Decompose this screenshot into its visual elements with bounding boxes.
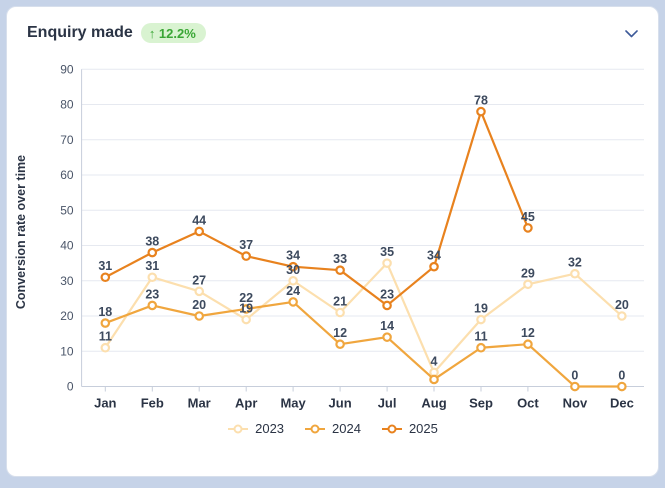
svg-text:30: 30 xyxy=(286,263,300,277)
svg-text:18: 18 xyxy=(98,305,112,319)
svg-text:11: 11 xyxy=(99,330,112,344)
svg-text:60: 60 xyxy=(60,168,74,182)
svg-text:Jan: Jan xyxy=(94,396,116,411)
svg-text:Oct: Oct xyxy=(517,396,539,411)
svg-text:21: 21 xyxy=(333,295,347,309)
svg-text:12: 12 xyxy=(521,326,535,340)
svg-text:20: 20 xyxy=(192,298,206,312)
svg-text:35: 35 xyxy=(380,245,394,259)
svg-text:4: 4 xyxy=(431,354,438,368)
svg-text:Sep: Sep xyxy=(469,396,493,411)
svg-text:30: 30 xyxy=(60,274,74,288)
svg-text:27: 27 xyxy=(192,273,206,287)
svg-text:Jul: Jul xyxy=(378,396,397,411)
svg-text:20: 20 xyxy=(615,298,629,312)
svg-text:Mar: Mar xyxy=(188,396,211,411)
svg-text:Jun: Jun xyxy=(329,396,352,411)
svg-text:78: 78 xyxy=(474,94,488,108)
svg-text:Nov: Nov xyxy=(563,396,588,411)
svg-text:37: 37 xyxy=(239,238,253,252)
svg-text:40: 40 xyxy=(60,239,74,253)
svg-text:70: 70 xyxy=(60,133,74,147)
svg-text:23: 23 xyxy=(380,287,394,301)
svg-text:Apr: Apr xyxy=(235,396,257,411)
svg-text:32: 32 xyxy=(568,256,582,270)
svg-text:44: 44 xyxy=(192,213,206,227)
svg-text:24: 24 xyxy=(286,284,300,298)
svg-text:20: 20 xyxy=(60,309,74,323)
svg-text:38: 38 xyxy=(145,235,159,249)
svg-text:Feb: Feb xyxy=(141,396,164,411)
svg-text:14: 14 xyxy=(380,319,394,333)
svg-text:45: 45 xyxy=(521,210,535,224)
svg-text:11: 11 xyxy=(474,330,487,344)
svg-text:50: 50 xyxy=(60,203,74,217)
svg-text:34: 34 xyxy=(427,249,441,263)
svg-text:Aug: Aug xyxy=(421,396,446,411)
svg-text:10: 10 xyxy=(60,344,74,358)
svg-text:80: 80 xyxy=(60,98,74,112)
svg-text:34: 34 xyxy=(286,249,300,263)
svg-text:0: 0 xyxy=(571,369,578,383)
svg-text:23: 23 xyxy=(145,287,159,301)
svg-text:22: 22 xyxy=(239,291,253,305)
svg-text:29: 29 xyxy=(521,266,535,280)
svg-text:19: 19 xyxy=(474,302,488,316)
svg-text:May: May xyxy=(280,396,306,411)
svg-text:31: 31 xyxy=(145,259,159,273)
svg-text:Dec: Dec xyxy=(610,396,634,411)
svg-text:90: 90 xyxy=(60,62,74,76)
svg-text:12: 12 xyxy=(333,326,347,340)
svg-text:0: 0 xyxy=(618,369,625,383)
svg-text:0: 0 xyxy=(67,380,74,394)
svg-text:31: 31 xyxy=(98,259,112,273)
svg-text:33: 33 xyxy=(333,252,347,266)
